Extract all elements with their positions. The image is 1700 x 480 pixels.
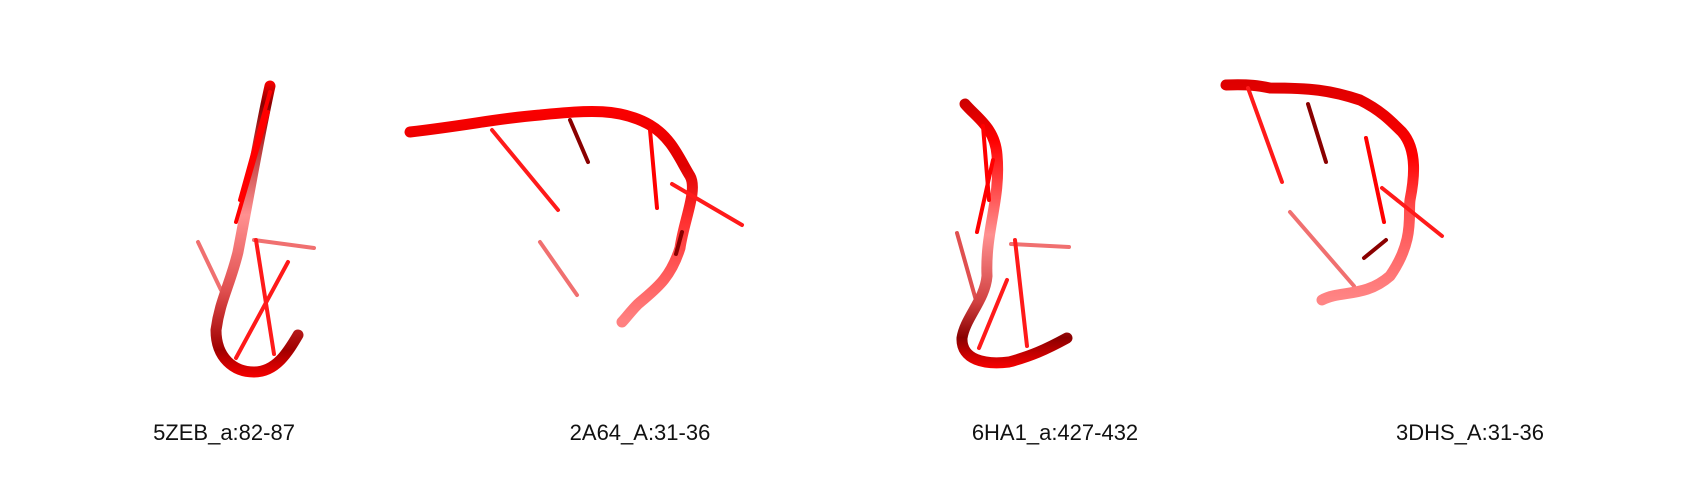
structure-panel-1: 5ZEB_a:82-87 xyxy=(24,0,424,480)
backbone-tube xyxy=(404,106,698,328)
base-sticks-front xyxy=(234,90,272,224)
backbone-tube xyxy=(210,80,304,378)
structure-panel-3: 6HA1_a:427-432 xyxy=(855,0,1255,480)
base-sticks xyxy=(196,238,316,360)
rna-structure-3dhs xyxy=(1220,79,1444,306)
structure-panel-2: 2A64_A:31-36 xyxy=(404,0,840,480)
structure-label-4: 3DHS_A:31-36 xyxy=(1396,420,1544,445)
structure-label-1: 5ZEB_a:82-87 xyxy=(153,420,295,445)
structure-label-3: 6HA1_a:427-432 xyxy=(971,420,1139,445)
rna-structure-2a64 xyxy=(404,106,744,328)
backbone-tube xyxy=(956,98,1073,369)
base-sticks-back xyxy=(1288,210,1356,288)
base-sticks xyxy=(490,118,744,256)
rna-structure-6ha1 xyxy=(955,98,1073,369)
rna-structure-5zeb xyxy=(196,80,316,378)
base-sticks-back xyxy=(538,240,579,297)
base-sticks xyxy=(975,124,1029,350)
structure-panel-4: 3DHS_A:31-36 xyxy=(1220,0,1670,480)
base-sticks xyxy=(1246,86,1444,260)
backbone-tube xyxy=(1220,79,1420,306)
structure-label-2: 2A64_A:31-36 xyxy=(569,420,711,445)
base-sticks-back xyxy=(955,231,1071,306)
